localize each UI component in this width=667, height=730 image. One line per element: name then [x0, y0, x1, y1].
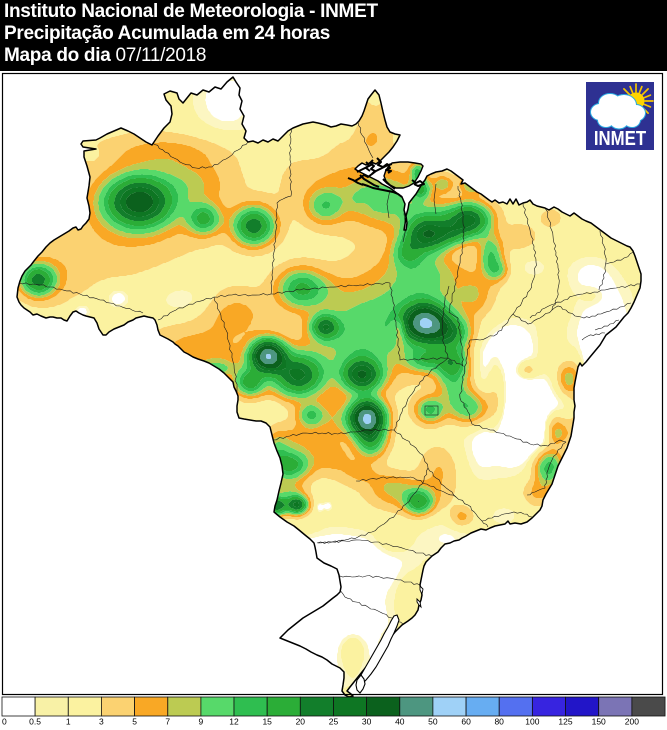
svg-text:0: 0 — [2, 717, 7, 727]
svg-text:INMET: INMET — [594, 127, 647, 150]
svg-text:1: 1 — [66, 717, 71, 727]
svg-text:5: 5 — [132, 717, 137, 727]
svg-text:150: 150 — [592, 717, 606, 727]
svg-text:20: 20 — [296, 717, 306, 727]
svg-text:125: 125 — [558, 717, 572, 727]
svg-text:25: 25 — [329, 717, 339, 727]
svg-text:40: 40 — [395, 717, 405, 727]
svg-text:7: 7 — [165, 717, 170, 727]
svg-text:9: 9 — [199, 717, 204, 727]
svg-text:3: 3 — [99, 717, 104, 727]
svg-text:0.5: 0.5 — [29, 717, 41, 727]
svg-text:12: 12 — [229, 717, 239, 727]
svg-text:15: 15 — [262, 717, 272, 727]
svg-text:80: 80 — [494, 717, 504, 727]
svg-text:50: 50 — [428, 717, 438, 727]
svg-text:100: 100 — [525, 717, 539, 727]
svg-text:60: 60 — [461, 717, 471, 727]
svg-text:30: 30 — [362, 717, 372, 727]
svg-text:200: 200 — [625, 717, 639, 727]
